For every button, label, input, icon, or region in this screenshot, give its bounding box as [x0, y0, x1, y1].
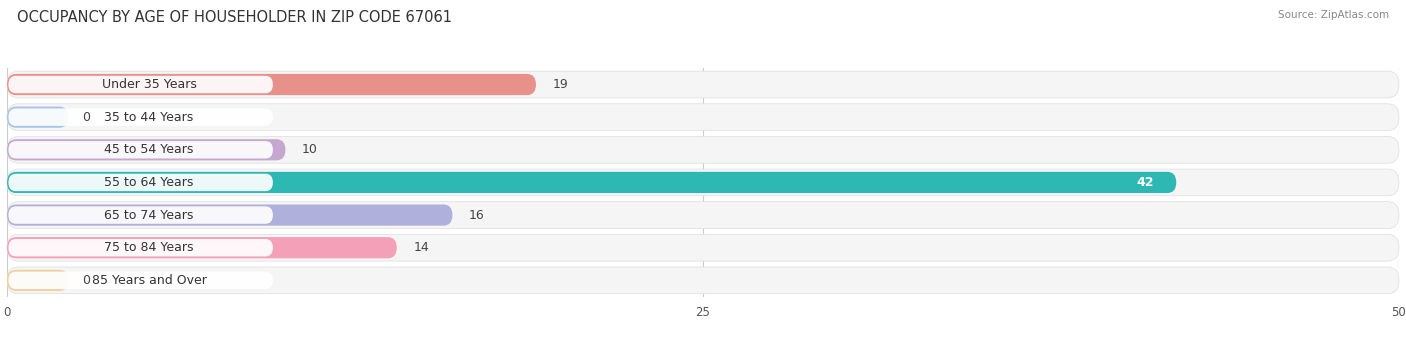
FancyBboxPatch shape — [7, 74, 536, 95]
Text: 45 to 54 Years: 45 to 54 Years — [104, 143, 194, 156]
Text: 42: 42 — [1136, 176, 1154, 189]
Text: 85 Years and Over: 85 Years and Over — [91, 274, 207, 287]
Text: 55 to 64 Years: 55 to 64 Years — [104, 176, 194, 189]
FancyBboxPatch shape — [8, 239, 273, 256]
Text: 14: 14 — [413, 241, 429, 254]
Text: 0: 0 — [82, 274, 90, 287]
FancyBboxPatch shape — [7, 139, 285, 160]
FancyBboxPatch shape — [7, 104, 1399, 131]
FancyBboxPatch shape — [7, 205, 453, 226]
FancyBboxPatch shape — [7, 71, 1399, 98]
Text: 19: 19 — [553, 78, 568, 91]
FancyBboxPatch shape — [7, 267, 1399, 294]
FancyBboxPatch shape — [8, 272, 273, 289]
FancyBboxPatch shape — [8, 108, 273, 126]
FancyBboxPatch shape — [8, 141, 273, 159]
FancyBboxPatch shape — [7, 106, 69, 128]
FancyBboxPatch shape — [7, 234, 1399, 261]
Text: Source: ZipAtlas.com: Source: ZipAtlas.com — [1278, 10, 1389, 20]
FancyBboxPatch shape — [8, 206, 273, 224]
FancyBboxPatch shape — [7, 202, 1399, 228]
FancyBboxPatch shape — [7, 136, 1399, 163]
FancyBboxPatch shape — [8, 174, 273, 191]
FancyBboxPatch shape — [7, 237, 396, 258]
FancyBboxPatch shape — [7, 169, 1399, 196]
Text: 35 to 44 Years: 35 to 44 Years — [104, 111, 194, 124]
FancyBboxPatch shape — [7, 270, 69, 291]
FancyBboxPatch shape — [7, 172, 1177, 193]
Text: 0: 0 — [82, 111, 90, 124]
Text: 75 to 84 Years: 75 to 84 Years — [104, 241, 194, 254]
Text: 10: 10 — [302, 143, 318, 156]
Text: 16: 16 — [470, 209, 485, 222]
FancyBboxPatch shape — [8, 76, 273, 93]
Text: OCCUPANCY BY AGE OF HOUSEHOLDER IN ZIP CODE 67061: OCCUPANCY BY AGE OF HOUSEHOLDER IN ZIP C… — [17, 10, 451, 25]
Text: Under 35 Years: Under 35 Years — [101, 78, 197, 91]
Text: 65 to 74 Years: 65 to 74 Years — [104, 209, 194, 222]
